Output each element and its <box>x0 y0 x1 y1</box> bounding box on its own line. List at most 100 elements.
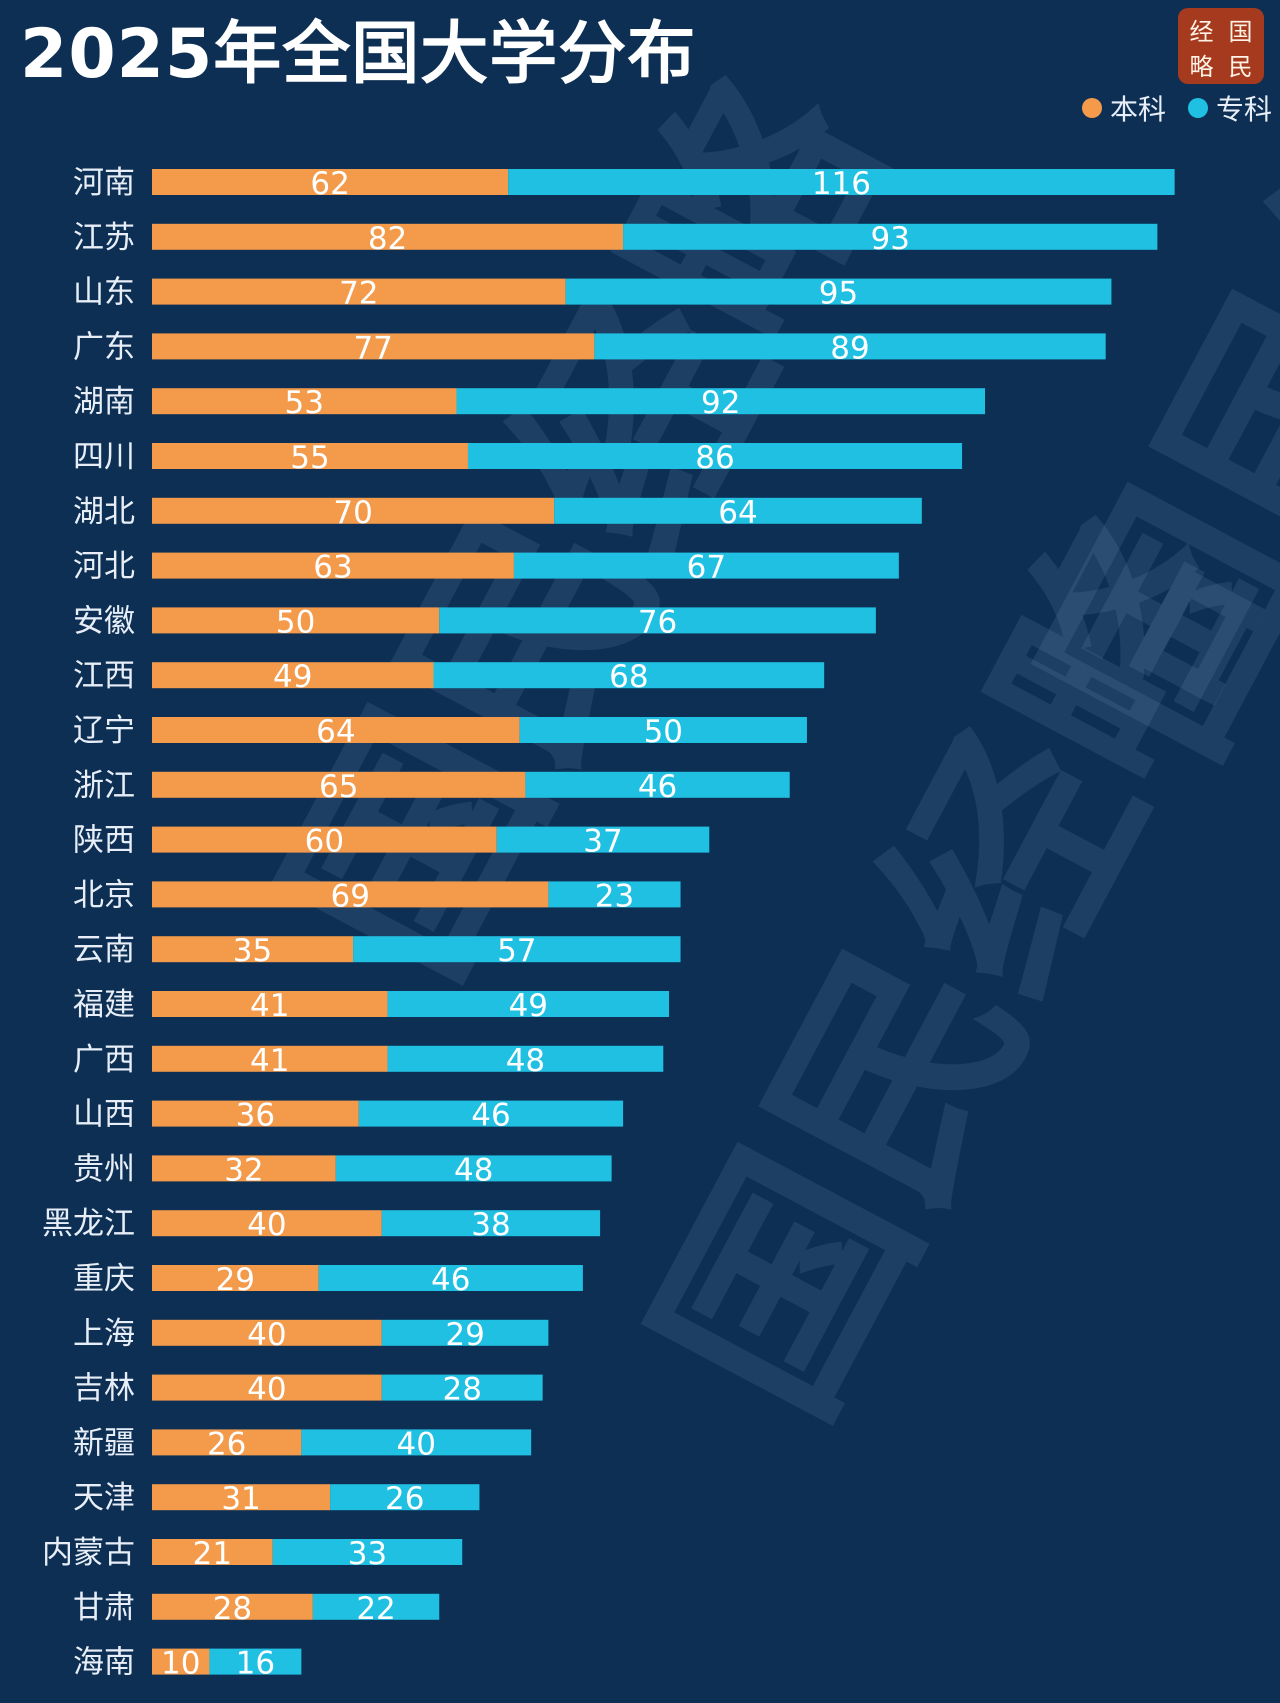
category-label: 辽宁 <box>73 713 135 749</box>
category-label: 江西 <box>73 658 135 694</box>
bar-junior <box>456 388 986 415</box>
data-label-junior: 50 <box>644 714 683 750</box>
data-label-junior: 76 <box>638 604 677 640</box>
bar-junior <box>554 497 922 524</box>
bar-undergrad <box>152 1484 331 1511</box>
data-label-junior: 33 <box>348 1536 387 1572</box>
category-label: 内蒙古 <box>42 1535 135 1571</box>
data-label-junior: 46 <box>638 769 677 805</box>
bar-junior <box>358 1100 624 1127</box>
data-label-junior: 95 <box>819 276 858 312</box>
data-label-undergrad: 53 <box>285 385 324 421</box>
legend-item-junior: 专科 <box>1187 88 1272 128</box>
category-label: 吉林 <box>73 1371 135 1407</box>
data-label-junior: 64 <box>718 495 757 531</box>
data-label-junior: 68 <box>609 659 648 695</box>
data-label-junior: 89 <box>830 330 869 366</box>
data-label-undergrad: 82 <box>368 221 407 257</box>
data-label-undergrad: 77 <box>353 330 392 366</box>
bar-junior <box>318 1265 583 1291</box>
bar-undergrad <box>152 169 509 195</box>
bar-undergrad <box>152 1429 302 1456</box>
bar-junior <box>312 1593 440 1620</box>
category-label: 山西 <box>73 1097 135 1133</box>
bar-junior <box>209 1648 302 1675</box>
data-label-junior: 37 <box>583 824 622 860</box>
bar-junior <box>513 552 899 579</box>
bar-undergrad <box>152 1319 382 1346</box>
data-label-junior: 22 <box>356 1591 395 1627</box>
legend-label: 本科 <box>1109 93 1166 126</box>
category-label: 黑龙江 <box>42 1206 135 1242</box>
legend-dot-icon <box>1187 98 1208 118</box>
legend-label: 专科 <box>1215 93 1272 126</box>
bar-junior <box>387 991 670 1017</box>
bar-junior <box>335 1155 612 1182</box>
data-label-undergrad: 41 <box>250 988 289 1024</box>
bar-junior <box>623 223 1158 250</box>
bar-undergrad <box>152 552 514 579</box>
chart-title: 2025年全国大学分布 <box>20 15 697 94</box>
data-label-junior: 48 <box>454 1152 493 1188</box>
bar-undergrad <box>152 1648 210 1675</box>
data-label-undergrad: 31 <box>221 1481 260 1517</box>
bar-junior <box>565 278 1112 305</box>
category-label: 江苏 <box>73 220 135 256</box>
category-label: 天津 <box>73 1480 135 1516</box>
bar-undergrad <box>152 1593 313 1620</box>
data-label-undergrad: 63 <box>313 550 352 586</box>
category-label: 浙江 <box>73 768 135 804</box>
bar-undergrad <box>152 826 497 853</box>
category-label: 湖北 <box>73 494 135 530</box>
category-label: 云南 <box>73 932 135 968</box>
bar-undergrad <box>152 771 526 798</box>
bar-undergrad <box>152 1265 319 1291</box>
brand-seal-logo: 经 国 略 民 <box>1178 8 1264 84</box>
data-label-undergrad: 21 <box>193 1536 232 1572</box>
category-label: 海南 <box>73 1645 135 1681</box>
bar-undergrad <box>152 1045 388 1072</box>
bar-junior <box>301 1429 532 1456</box>
legend-dot-icon <box>1081 98 1102 118</box>
data-label-junior: 46 <box>431 1262 470 1298</box>
category-label: 重庆 <box>73 1261 135 1297</box>
seal-char: 民 <box>1228 53 1253 81</box>
category-label: 山东 <box>73 275 135 311</box>
bar-undergrad <box>152 1100 359 1127</box>
data-label-junior: 92 <box>701 385 740 421</box>
bar-undergrad <box>152 881 549 908</box>
bar-junior <box>381 1374 543 1401</box>
category-label: 广西 <box>73 1042 135 1078</box>
bar-junior <box>525 771 790 798</box>
data-label-junior: 49 <box>509 988 548 1024</box>
bar-undergrad <box>152 1539 273 1565</box>
bar-undergrad <box>152 607 440 634</box>
data-label-undergrad: 60 <box>305 824 344 860</box>
category-label: 陕西 <box>73 823 135 859</box>
category-label: 贵州 <box>73 1151 135 1187</box>
bar-undergrad <box>152 443 468 469</box>
bar-junior <box>353 936 681 963</box>
data-label-undergrad: 29 <box>216 1262 255 1298</box>
data-label-junior: 57 <box>497 933 536 969</box>
data-label-junior: 67 <box>687 550 726 586</box>
data-label-undergrad: 72 <box>339 276 378 312</box>
bar-junior <box>519 717 807 743</box>
category-label: 甘肃 <box>73 1590 135 1626</box>
data-label-undergrad: 49 <box>273 659 312 695</box>
legend-item-undergrad: 本科 <box>1081 88 1166 128</box>
bar-undergrad <box>152 497 555 524</box>
data-label-junior: 46 <box>471 1098 510 1134</box>
data-label-junior: 116 <box>812 166 871 202</box>
data-label-junior: 86 <box>695 440 734 476</box>
data-label-junior: 16 <box>236 1646 275 1682</box>
category-label: 北京 <box>73 877 135 913</box>
data-label-undergrad: 32 <box>224 1152 263 1188</box>
bar-junior <box>381 1319 549 1346</box>
seal-char: 国 <box>1228 18 1253 46</box>
data-label-junior: 93 <box>871 221 910 257</box>
category-label: 上海 <box>73 1316 135 1352</box>
data-label-undergrad: 70 <box>333 495 372 531</box>
